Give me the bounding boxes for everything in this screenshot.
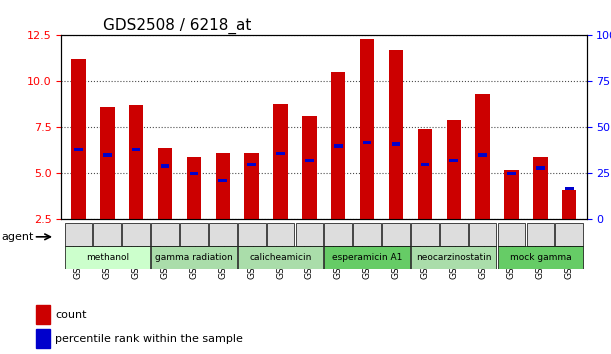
Bar [305, 159, 313, 162]
Bar [36, 329, 50, 348]
Bar [103, 153, 112, 157]
Bar [247, 162, 256, 166]
FancyBboxPatch shape [65, 223, 92, 246]
Bar [132, 148, 141, 151]
Bar [420, 162, 429, 166]
FancyBboxPatch shape [497, 223, 525, 246]
Text: gamma radiation: gamma radiation [155, 253, 233, 262]
Text: mock gamma: mock gamma [510, 253, 571, 262]
Bar [450, 159, 458, 162]
Bar [187, 157, 201, 219]
FancyBboxPatch shape [65, 246, 150, 269]
FancyBboxPatch shape [122, 223, 150, 246]
Bar [475, 94, 490, 219]
FancyBboxPatch shape [209, 223, 236, 246]
Bar [562, 190, 576, 219]
FancyBboxPatch shape [238, 223, 266, 246]
FancyBboxPatch shape [324, 223, 352, 246]
Bar [565, 187, 574, 190]
Text: methanol: methanol [86, 253, 129, 262]
FancyBboxPatch shape [353, 223, 381, 246]
FancyBboxPatch shape [469, 223, 497, 246]
FancyBboxPatch shape [324, 246, 410, 269]
Text: percentile rank within the sample: percentile rank within the sample [56, 334, 243, 344]
FancyBboxPatch shape [440, 223, 467, 246]
FancyBboxPatch shape [151, 223, 179, 246]
Text: esperamicin A1: esperamicin A1 [332, 253, 402, 262]
FancyBboxPatch shape [555, 223, 583, 246]
FancyBboxPatch shape [497, 246, 583, 269]
Bar [418, 129, 432, 219]
Text: count: count [56, 310, 87, 320]
Bar [161, 165, 169, 168]
Bar [100, 107, 114, 219]
Bar [447, 120, 461, 219]
Bar [129, 105, 144, 219]
Text: neocarzinostatin: neocarzinostatin [416, 253, 491, 262]
FancyBboxPatch shape [382, 223, 410, 246]
Text: GDS2508 / 6218_at: GDS2508 / 6218_at [103, 18, 252, 34]
Bar [533, 157, 547, 219]
Bar [216, 153, 230, 219]
Bar [392, 142, 400, 145]
Bar [507, 172, 516, 175]
Bar [536, 166, 544, 170]
Bar [504, 170, 519, 219]
Bar [334, 144, 343, 148]
Bar [360, 39, 375, 219]
Bar [331, 72, 345, 219]
Bar [276, 152, 285, 155]
FancyBboxPatch shape [180, 223, 208, 246]
Text: agent: agent [1, 232, 34, 242]
Bar [36, 305, 50, 324]
Bar [273, 103, 288, 219]
FancyBboxPatch shape [296, 223, 323, 246]
Bar [302, 116, 316, 219]
FancyBboxPatch shape [266, 223, 295, 246]
Bar [74, 148, 82, 151]
FancyBboxPatch shape [527, 223, 554, 246]
Bar [71, 59, 86, 219]
Text: calicheamicin: calicheamicin [249, 253, 312, 262]
FancyBboxPatch shape [151, 246, 236, 269]
FancyBboxPatch shape [411, 223, 439, 246]
FancyBboxPatch shape [238, 246, 323, 269]
FancyBboxPatch shape [93, 223, 121, 246]
Bar [363, 141, 371, 144]
Bar [219, 179, 227, 182]
Bar [244, 153, 259, 219]
Bar [158, 148, 172, 219]
Bar [189, 172, 198, 175]
Bar [389, 50, 403, 219]
FancyBboxPatch shape [411, 246, 497, 269]
Bar [478, 153, 487, 157]
